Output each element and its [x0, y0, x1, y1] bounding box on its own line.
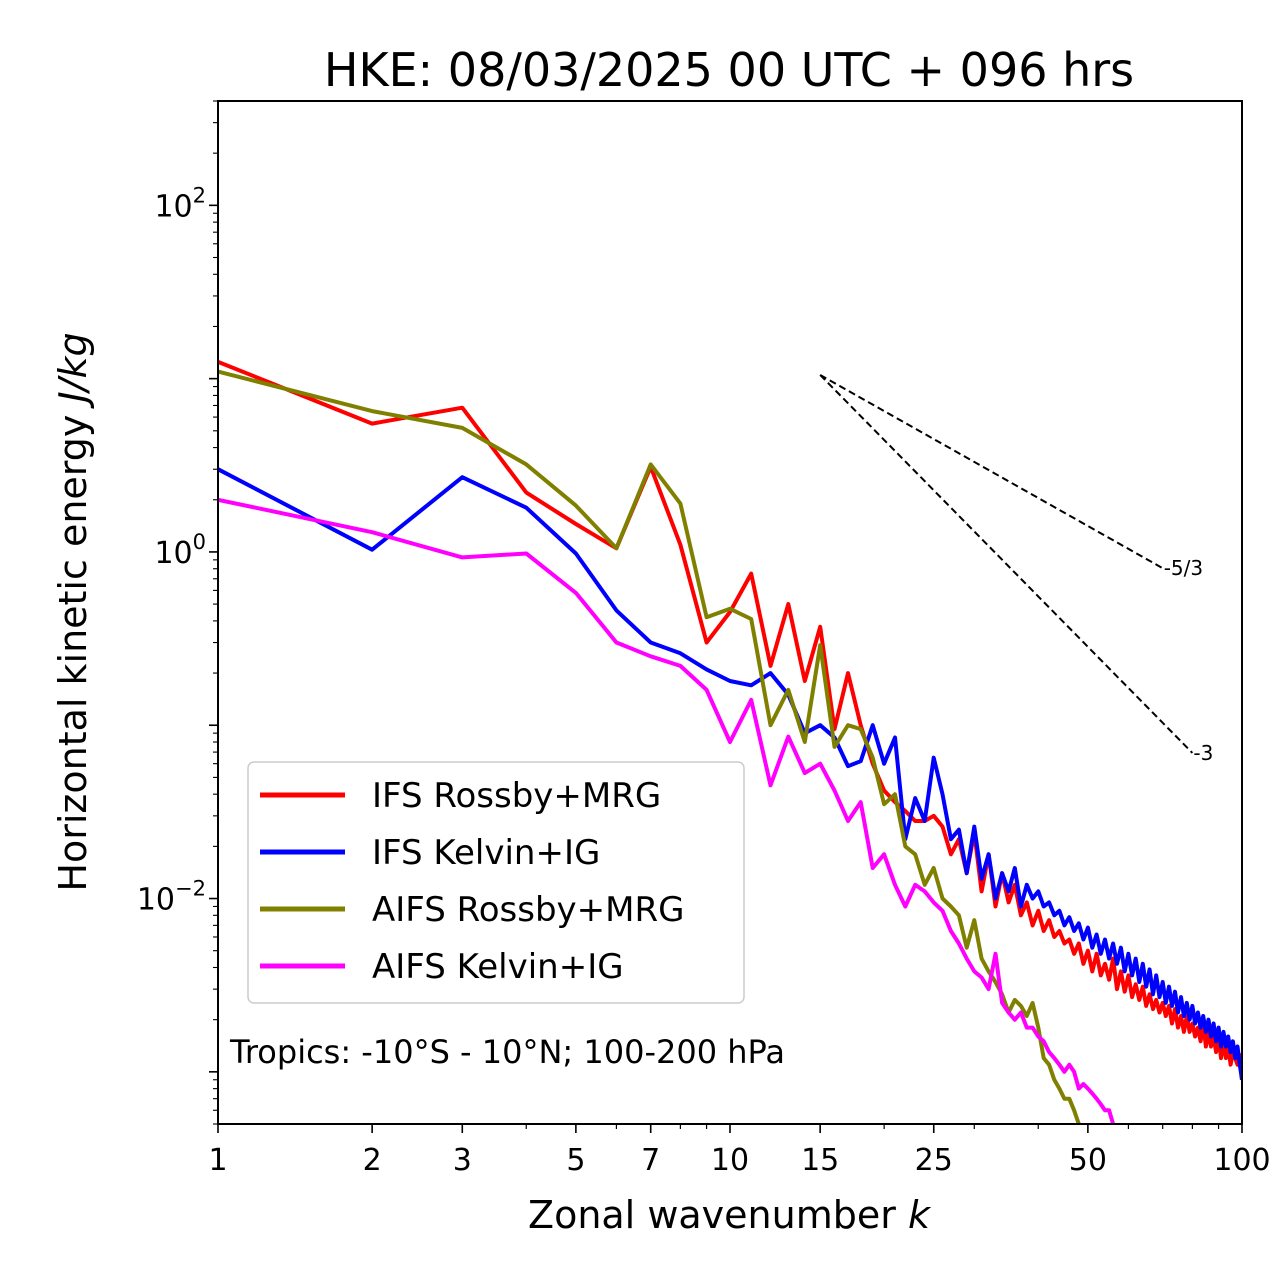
y-tick-base: 10	[154, 189, 192, 224]
y-tick-label: 10−2	[137, 877, 206, 918]
slope-line	[819, 374, 1194, 754]
x-tick-label: 15	[801, 1143, 839, 1178]
x-tick-label: 10	[711, 1143, 749, 1178]
x-axis-ticks: 1 2 3 5 7 10 15 25 50 100	[208, 1124, 1271, 1178]
slope-label: -5/3	[1164, 556, 1203, 580]
x-tick-label: 1	[208, 1143, 227, 1178]
plot-frame	[217, 100, 1243, 1125]
x-tick-label: 25	[915, 1143, 953, 1178]
legend-label: AIFS Kelvin+IG	[372, 947, 624, 987]
y-tick-exponent: −2	[175, 877, 206, 901]
y-tick-exponent: 0	[193, 530, 206, 554]
series-line	[218, 467, 1242, 1081]
region-annotation: Tropics: -10°S - 10°N; 100-200 hPa	[229, 1033, 785, 1071]
slope-labels: -5/3 -3	[1164, 556, 1214, 765]
y-tick-base: 10	[154, 536, 192, 571]
slope-label: -3	[1193, 741, 1213, 765]
chart-title: HKE: 08/03/2025 00 UTC + 096 hrs	[324, 43, 1134, 97]
legend: IFS Rossby+MRG IFS Kelvin+IG AIFS Rossby+M…	[247, 761, 745, 1004]
series-line	[218, 369, 1081, 1124]
x-tick-label: 3	[453, 1143, 472, 1178]
legend-label: IFS Rossby+MRG	[372, 776, 661, 816]
x-axis-label-text: Zonal wavenumber	[528, 1193, 896, 1237]
x-tick-label: 50	[1069, 1143, 1107, 1178]
x-tick-label: 100	[1213, 1143, 1270, 1178]
series-lines	[218, 359, 1242, 1124]
x-tick-label: 2	[363, 1143, 382, 1178]
x-tick-label: 5	[566, 1143, 585, 1178]
y-axis-label-text: Horizontal kinetic energy	[51, 415, 95, 892]
y-tick-exponent: 2	[193, 183, 206, 207]
series-line	[218, 359, 1242, 1080]
series-line	[218, 497, 1116, 1124]
y-axis-label: Horizontal kinetic energy J/kg	[51, 332, 95, 891]
reference-slopes	[819, 374, 1194, 754]
legend-box	[247, 761, 745, 1004]
x-tick-label: 7	[641, 1143, 660, 1178]
y-axis-label-unit: J/kg	[51, 332, 95, 409]
legend-label: AIFS Rossby+MRG	[372, 890, 684, 930]
y-tick-label: 102	[154, 183, 206, 224]
legend-label: IFS Kelvin+IG	[372, 833, 600, 873]
x-axis-label-var: k	[908, 1193, 932, 1237]
y-tick-label: 100	[154, 530, 206, 571]
y-tick-base: 10	[137, 883, 175, 918]
x-axis-label: Zonal wavenumber k	[528, 1193, 932, 1237]
